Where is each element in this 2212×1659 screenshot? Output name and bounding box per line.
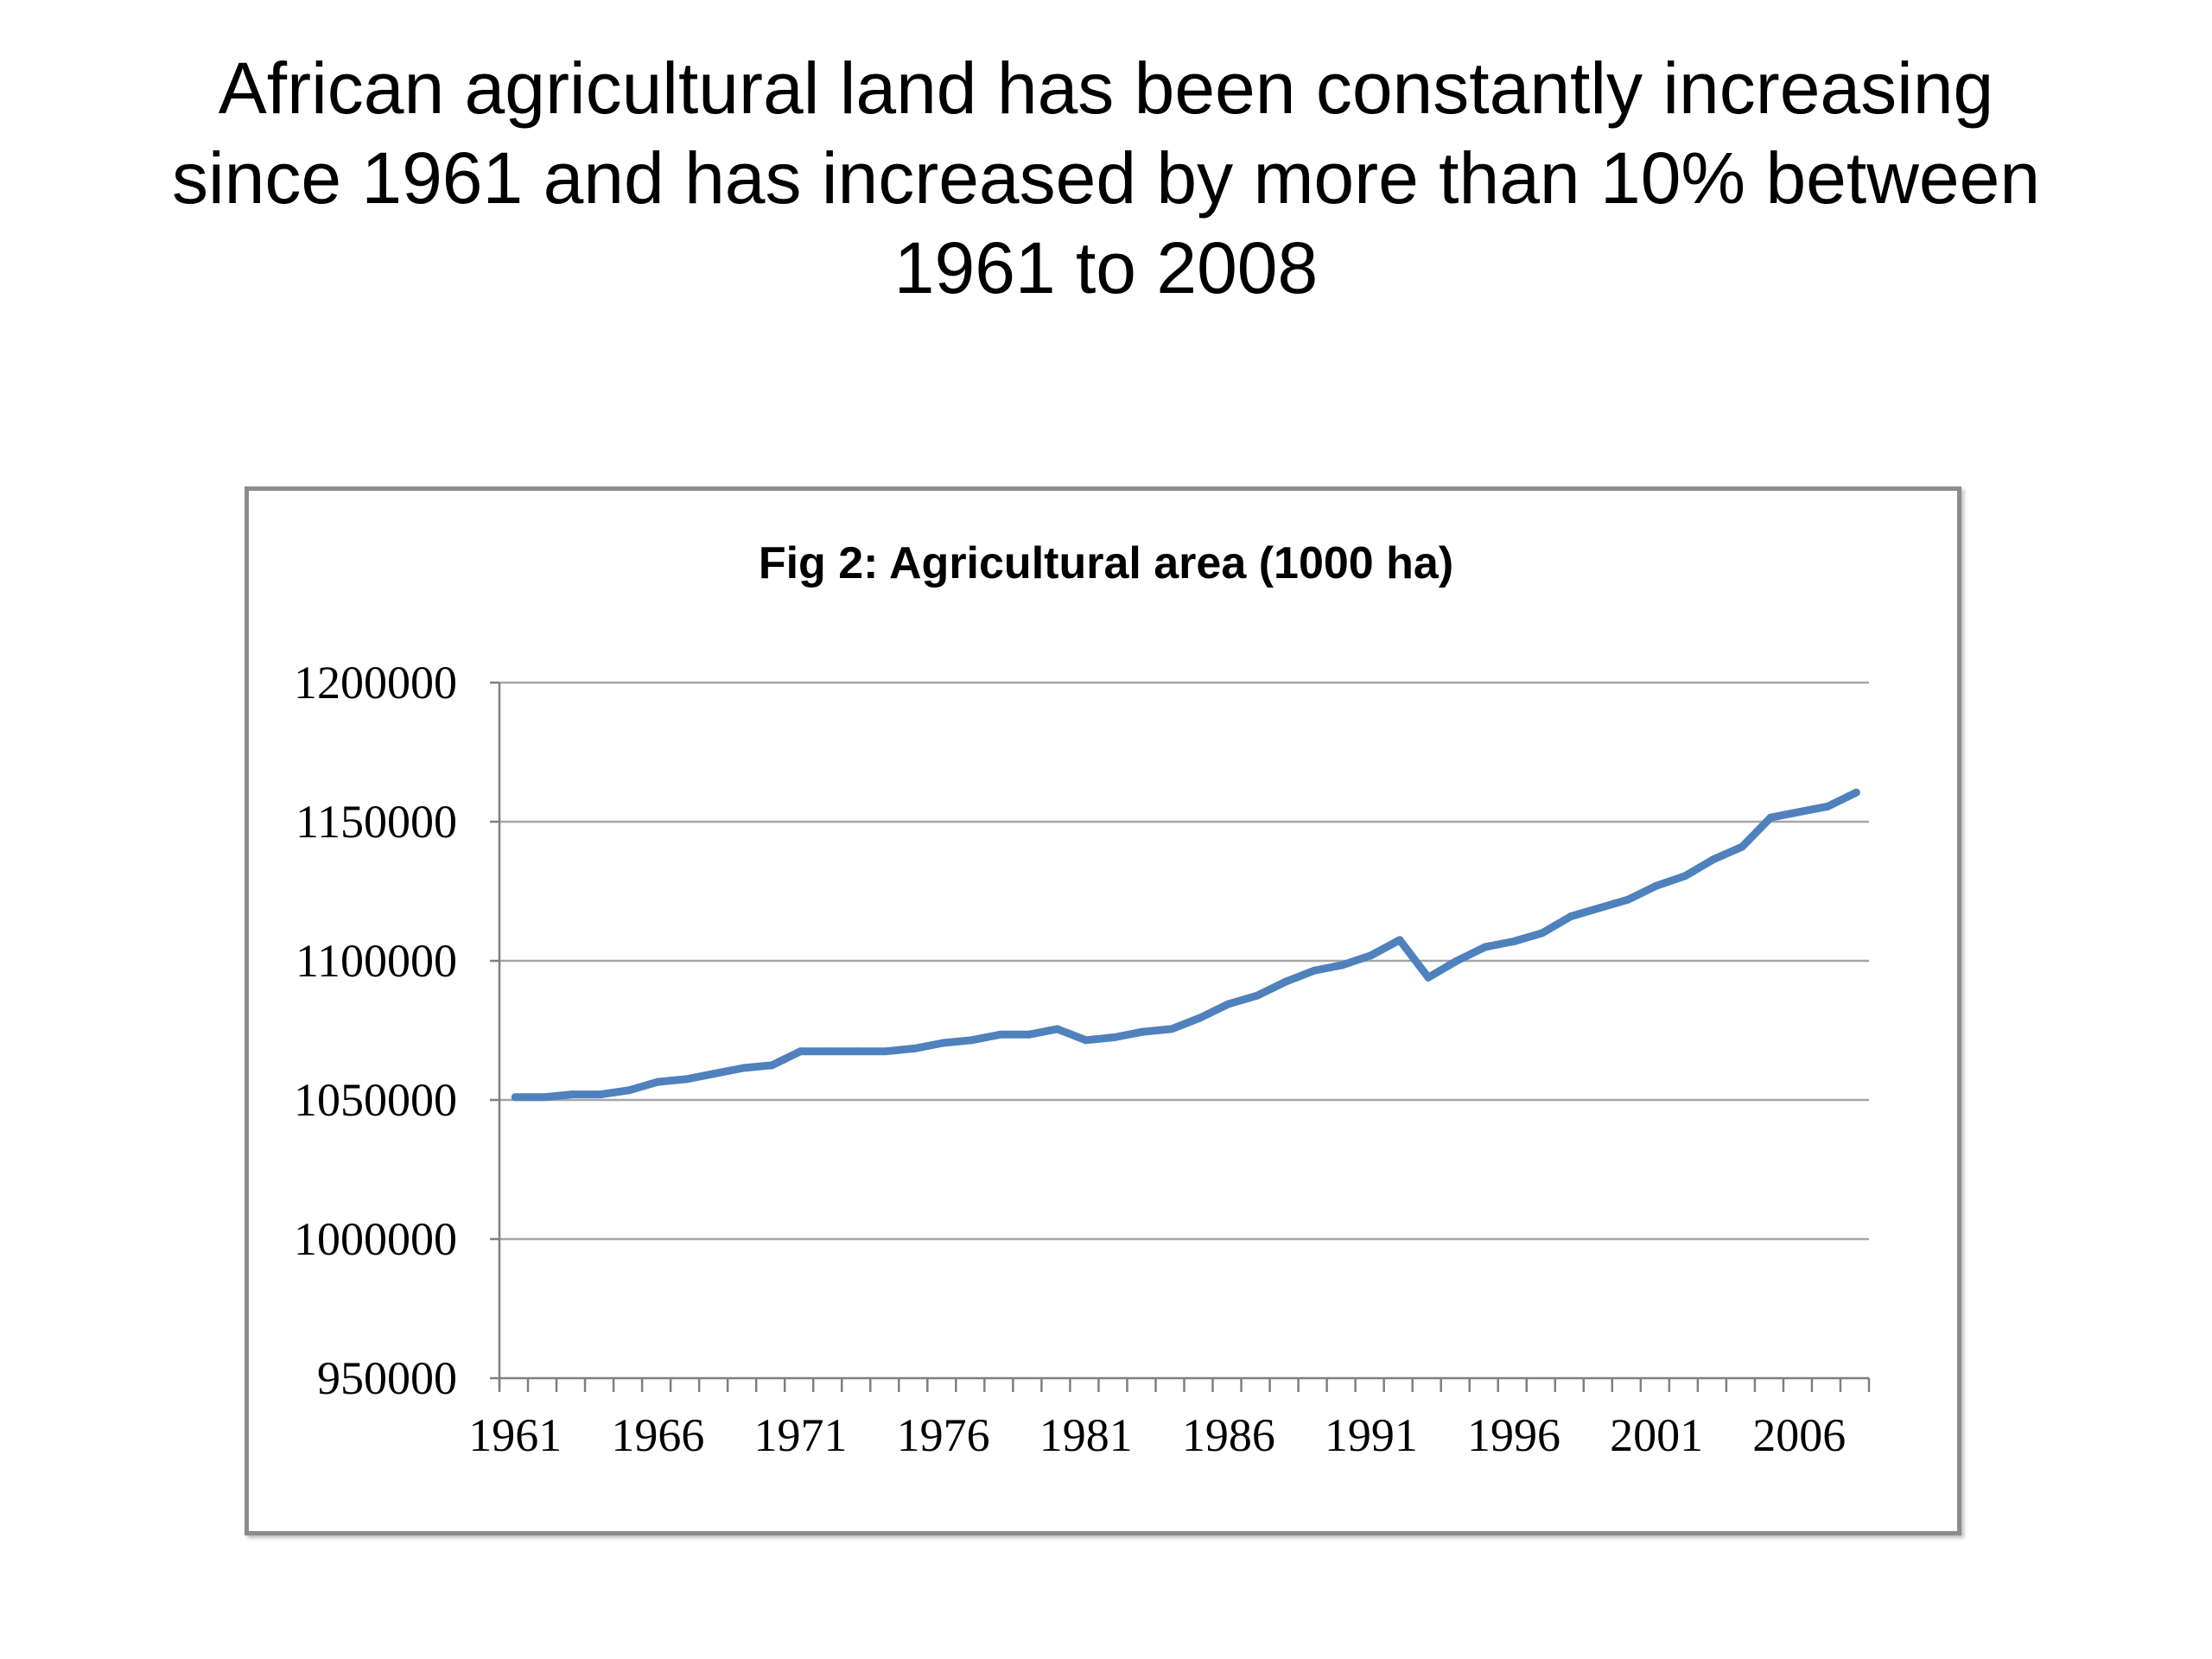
data-point <box>882 1047 891 1056</box>
data-point <box>1253 991 1262 1000</box>
data-point <box>1281 977 1290 986</box>
data-point <box>539 1093 548 1102</box>
data-point <box>1709 855 1718 863</box>
data-point <box>1567 912 1575 920</box>
data-point <box>1481 943 1490 951</box>
data-point <box>797 1047 805 1056</box>
data-point <box>710 1069 719 1077</box>
data-point <box>1823 802 1832 810</box>
y-tick-label: 950000 <box>317 1352 457 1404</box>
data-point <box>1196 1014 1205 1022</box>
data-point <box>1538 929 1547 938</box>
x-tick-label: 2001 <box>1610 1409 1703 1461</box>
chart-frame: Fig 2: Agricultural area (1000 ha) 95000… <box>245 486 1961 1535</box>
data-point <box>1082 1036 1090 1045</box>
data-point <box>911 1044 919 1052</box>
data-point <box>1025 1030 1033 1039</box>
y-tick-label: 1100000 <box>296 935 457 987</box>
x-tick-label: 1976 <box>897 1409 990 1461</box>
data-point <box>1852 788 1860 797</box>
data-point <box>1595 904 1604 912</box>
data-point <box>939 1039 948 1047</box>
data-point <box>1424 973 1433 982</box>
data-point <box>1795 808 1803 817</box>
slide-heading-line-1: African agricultural land has been const… <box>218 48 1994 129</box>
data-point <box>653 1077 662 1086</box>
data-point <box>568 1090 576 1099</box>
y-tick-label: 1050000 <box>294 1074 457 1126</box>
x-tick-label: 1961 <box>468 1409 562 1461</box>
data-point <box>1452 957 1461 965</box>
data-point <box>1110 1033 1119 1042</box>
x-tick-label: 1996 <box>1467 1409 1560 1461</box>
data-point <box>511 1093 519 1102</box>
data-point <box>739 1064 747 1072</box>
data-point <box>1738 842 1746 851</box>
data-point <box>996 1030 1005 1039</box>
data-point <box>625 1086 633 1095</box>
data-point <box>1139 1027 1147 1036</box>
data-point <box>1224 1000 1233 1008</box>
data-point <box>1681 872 1689 880</box>
data-point <box>596 1090 605 1099</box>
data-point <box>1652 881 1661 890</box>
data-point <box>1510 937 1518 945</box>
y-tick-label: 1150000 <box>296 796 457 848</box>
data-point <box>825 1047 834 1056</box>
x-tick-label: 1971 <box>754 1409 848 1461</box>
data-point <box>968 1036 976 1045</box>
y-tick-label: 1200000 <box>294 657 457 709</box>
data-point <box>1395 936 1404 944</box>
data-point <box>1053 1025 1062 1033</box>
data-point <box>682 1075 690 1084</box>
data-point <box>854 1047 862 1056</box>
data-point <box>1310 966 1319 975</box>
x-tick-label: 1981 <box>1039 1409 1133 1461</box>
data-point <box>1766 813 1775 822</box>
data-point <box>1367 951 1376 960</box>
y-tick-label: 1000000 <box>294 1213 457 1265</box>
chart-title: Fig 2: Agricultural area (1000 ha) <box>759 538 1453 588</box>
agricultural-area-chart: Fig 2: Agricultural area (1000 ha) 95000… <box>294 538 1871 1461</box>
agricultural-area-line <box>511 788 1860 1102</box>
slide-heading-line-2: since 1961 and has increased by more tha… <box>171 137 2041 219</box>
data-point <box>1338 961 1347 969</box>
slide-heading-line-3: 1961 to 2008 <box>893 227 1319 308</box>
slide-heading: African agricultural land has been const… <box>130 43 2082 313</box>
data-point <box>1624 895 1632 904</box>
x-tick-label: 1966 <box>611 1409 704 1461</box>
data-point <box>1167 1025 1176 1033</box>
data-point <box>767 1061 776 1070</box>
x-tick-label: 1991 <box>1325 1409 1418 1461</box>
x-tick-label: 1986 <box>1182 1409 1275 1461</box>
x-tick-label: 2006 <box>1752 1409 1846 1461</box>
